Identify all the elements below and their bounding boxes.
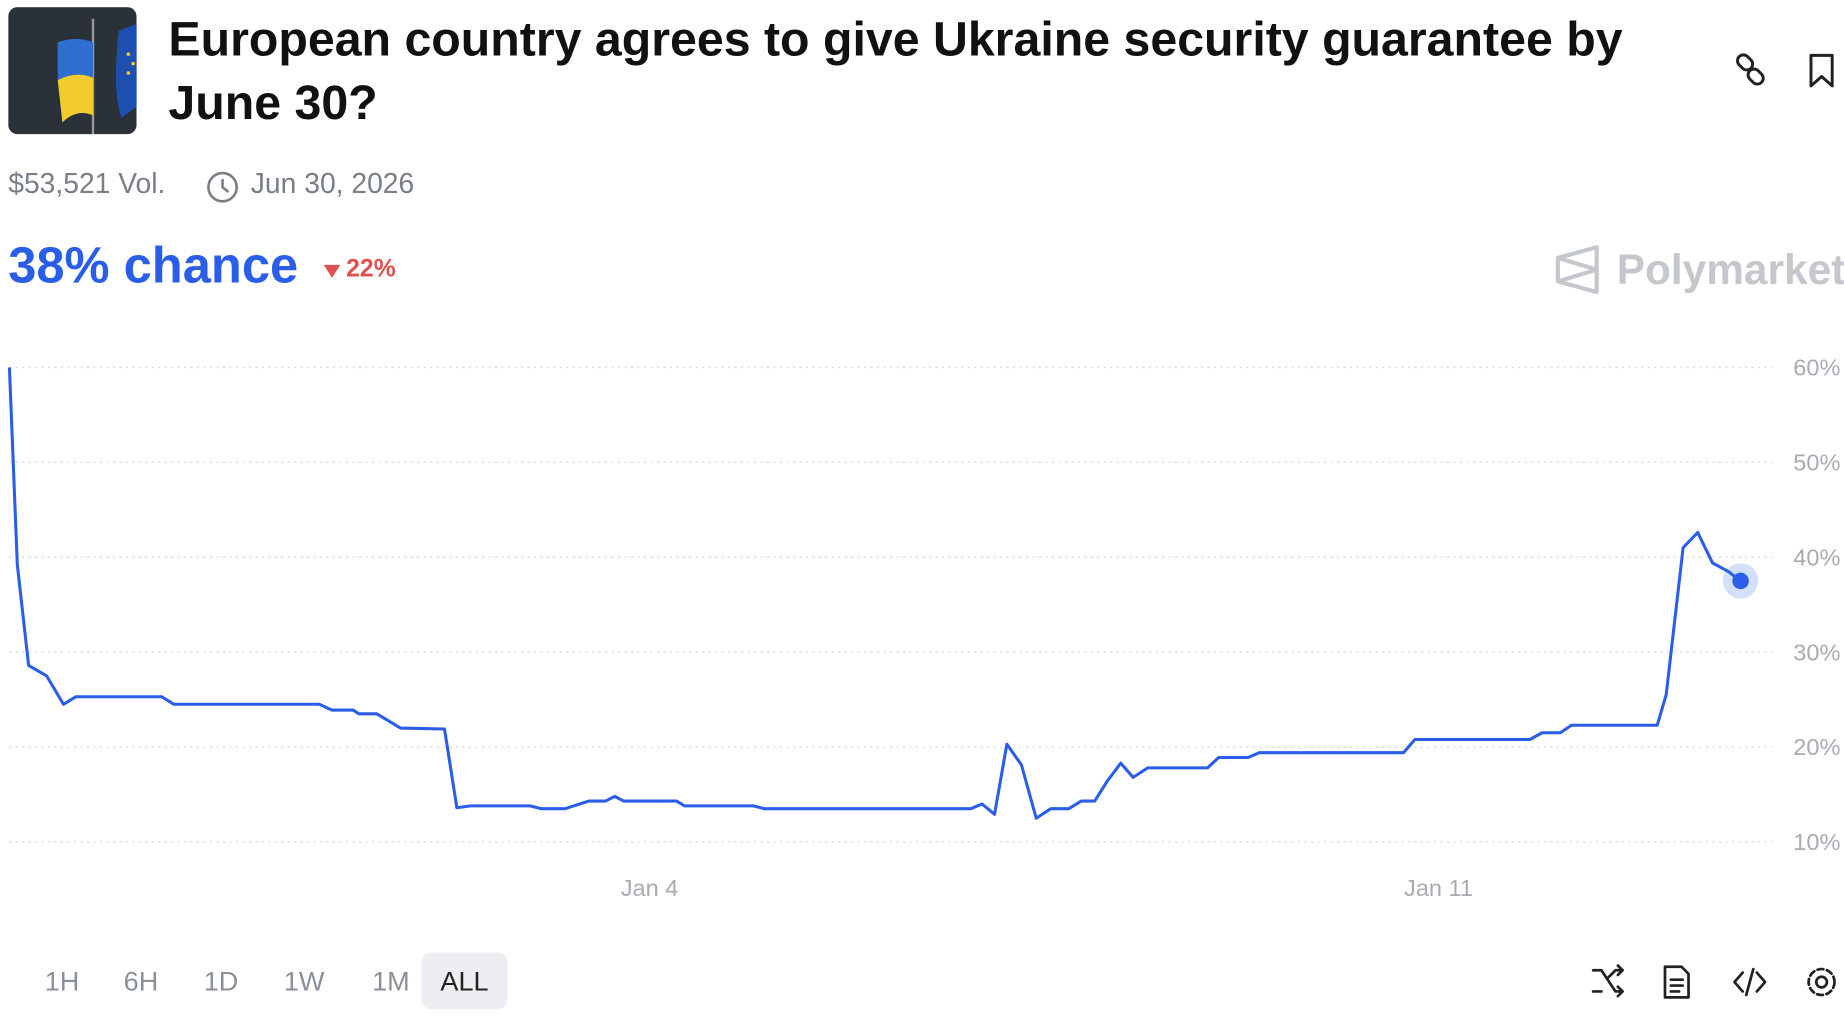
x-tick-label: Jan 4 [621,875,679,901]
y-tick-label: 20% [1793,734,1840,760]
range-button[interactable]: 6H [123,965,159,997]
y-tick-label: 60% [1793,355,1840,381]
y-tick-label: 10% [1793,829,1840,855]
x-tick-label: Jan 11 [1404,875,1473,901]
market-title: European country agrees to give Ukraine … [168,11,1623,130]
range-button[interactable]: 1H [44,965,80,997]
shuffle-icon[interactable] [1591,964,1624,998]
price-line [7,367,1742,820]
toolbar [1591,964,1836,999]
brand: Polymarket [1616,244,1844,294]
change: 22% [346,255,396,283]
bookmark-icon[interactable] [1806,52,1837,90]
clock-icon [207,171,238,203]
range-button[interactable]: 1M [372,965,410,997]
y-tick-label: 50% [1793,450,1840,476]
settings-icon[interactable] [1807,967,1836,997]
down-icon [323,264,341,278]
range-button[interactable]: ALL [421,952,508,1010]
embed-icon[interactable] [1733,967,1767,997]
document-icon[interactable] [1663,965,1690,999]
market-icon [8,7,137,135]
chart: 10% 20% 30% 40% 50% 60% Jan 4 Jan 11 [7,355,1840,901]
end-date: Jun 30, 2026 [250,168,415,201]
y-tick-label: 40% [1793,544,1840,570]
y-tick-label: 30% [1793,639,1840,665]
range-button[interactable]: 1W [283,965,325,997]
link-icon[interactable] [1733,52,1768,90]
range-button[interactable]: 1D [203,965,239,997]
volume: $53,521 Vol. [8,168,166,201]
chance: 38% chance [8,237,299,295]
brand-logo [1555,245,1599,295]
last-point [1732,572,1749,590]
